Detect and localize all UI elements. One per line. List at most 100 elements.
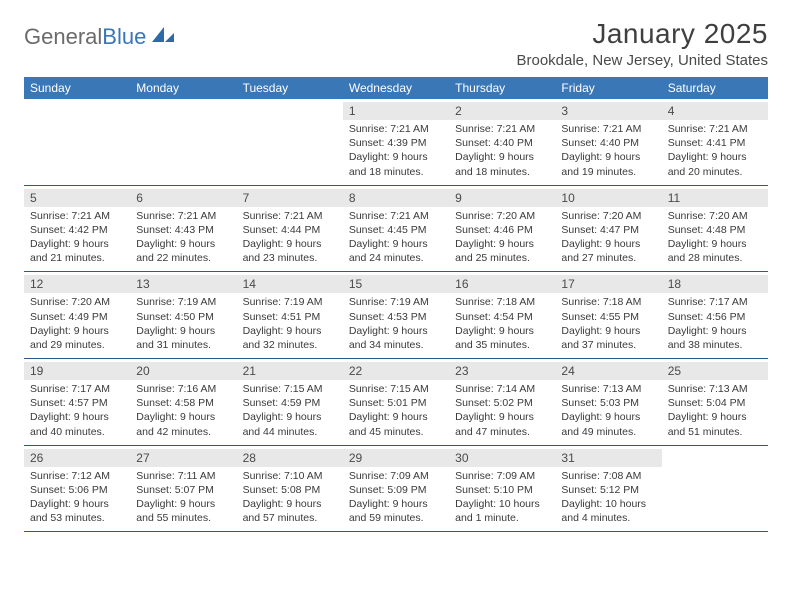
header: GeneralBlue January 2025 Brookdale, New … bbox=[24, 18, 768, 69]
day-detail-line: Sunrise: 7:15 AM bbox=[349, 382, 443, 396]
day-detail-line: Daylight: 10 hours bbox=[455, 497, 549, 511]
day-detail-line: Daylight: 9 hours bbox=[455, 237, 549, 251]
calendar-row: 5Sunrise: 7:21 AMSunset: 4:42 PMDaylight… bbox=[24, 186, 768, 273]
calendar-cell: 27Sunrise: 7:11 AMSunset: 5:07 PMDayligh… bbox=[130, 446, 236, 532]
day-detail-line: and 55 minutes. bbox=[136, 511, 230, 525]
day-detail-line: Sunset: 5:06 PM bbox=[30, 483, 124, 497]
day-details: Sunrise: 7:19 AMSunset: 4:50 PMDaylight:… bbox=[136, 295, 230, 352]
day-details: Sunrise: 7:20 AMSunset: 4:48 PMDaylight:… bbox=[668, 209, 762, 266]
day-detail-line: and 57 minutes. bbox=[243, 511, 337, 525]
day-detail-line: Sunset: 4:54 PM bbox=[455, 310, 549, 324]
calendar-cell: 31Sunrise: 7:08 AMSunset: 5:12 PMDayligh… bbox=[555, 446, 661, 532]
day-detail-line: Daylight: 9 hours bbox=[349, 324, 443, 338]
day-detail-line: and 47 minutes. bbox=[455, 425, 549, 439]
day-number: 2 bbox=[449, 102, 555, 120]
day-detail-line: Sunrise: 7:19 AM bbox=[243, 295, 337, 309]
day-detail-line: and 51 minutes. bbox=[668, 425, 762, 439]
day-detail-line: and 29 minutes. bbox=[30, 338, 124, 352]
day-detail-line: Sunset: 5:02 PM bbox=[455, 396, 549, 410]
day-detail-line: Sunrise: 7:16 AM bbox=[136, 382, 230, 396]
day-detail-line: Sunrise: 7:14 AM bbox=[455, 382, 549, 396]
day-detail-line: Sunset: 5:04 PM bbox=[668, 396, 762, 410]
day-details: Sunrise: 7:17 AMSunset: 4:57 PMDaylight:… bbox=[30, 382, 124, 439]
day-detail-line: Daylight: 9 hours bbox=[243, 410, 337, 424]
day-detail-line: Sunrise: 7:17 AM bbox=[668, 295, 762, 309]
day-detail-line: Sunrise: 7:15 AM bbox=[243, 382, 337, 396]
day-details: Sunrise: 7:21 AMSunset: 4:41 PMDaylight:… bbox=[668, 122, 762, 179]
calendar: Sunday Monday Tuesday Wednesday Thursday… bbox=[24, 77, 768, 532]
day-number: 28 bbox=[237, 449, 343, 467]
day-detail-line: Daylight: 9 hours bbox=[561, 410, 655, 424]
day-number: 19 bbox=[24, 362, 130, 380]
day-detail-line: Daylight: 9 hours bbox=[243, 324, 337, 338]
day-detail-line: Sunrise: 7:21 AM bbox=[243, 209, 337, 223]
weekday-tuesday: Tuesday bbox=[237, 77, 343, 99]
day-detail-line: and 28 minutes. bbox=[668, 251, 762, 265]
calendar-cell: 26Sunrise: 7:12 AMSunset: 5:06 PMDayligh… bbox=[24, 446, 130, 532]
calendar-cell: 10Sunrise: 7:20 AMSunset: 4:47 PMDayligh… bbox=[555, 186, 661, 272]
calendar-cell: 7Sunrise: 7:21 AMSunset: 4:44 PMDaylight… bbox=[237, 186, 343, 272]
calendar-row: 12Sunrise: 7:20 AMSunset: 4:49 PMDayligh… bbox=[24, 272, 768, 359]
day-detail-line: Daylight: 9 hours bbox=[561, 324, 655, 338]
day-detail-line: Daylight: 9 hours bbox=[349, 497, 443, 511]
day-detail-line: Daylight: 9 hours bbox=[349, 150, 443, 164]
day-number: 21 bbox=[237, 362, 343, 380]
day-detail-line: Sunrise: 7:20 AM bbox=[455, 209, 549, 223]
day-detail-line: and 35 minutes. bbox=[455, 338, 549, 352]
calendar-cell: 24Sunrise: 7:13 AMSunset: 5:03 PMDayligh… bbox=[555, 359, 661, 445]
day-details: Sunrise: 7:16 AMSunset: 4:58 PMDaylight:… bbox=[136, 382, 230, 439]
day-detail-line: Sunrise: 7:20 AM bbox=[30, 295, 124, 309]
calendar-cell: 8Sunrise: 7:21 AMSunset: 4:45 PMDaylight… bbox=[343, 186, 449, 272]
day-detail-line: Sunset: 4:40 PM bbox=[455, 136, 549, 150]
day-number: 12 bbox=[24, 275, 130, 293]
day-number: 9 bbox=[449, 189, 555, 207]
day-detail-line: and 1 minute. bbox=[455, 511, 549, 525]
day-details: Sunrise: 7:20 AMSunset: 4:46 PMDaylight:… bbox=[455, 209, 549, 266]
weekday-saturday: Saturday bbox=[662, 77, 768, 99]
calendar-cell: 18 Sunrise: 7:17 AMSunset: 4:56 PMDayligh… bbox=[662, 272, 768, 358]
day-detail-line: Sunset: 4:51 PM bbox=[243, 310, 337, 324]
day-detail-line: Sunrise: 7:19 AM bbox=[349, 295, 443, 309]
title-block: January 2025 Brookdale, New Jersey, Unit… bbox=[516, 18, 768, 69]
day-detail-line: Sunset: 4:45 PM bbox=[349, 223, 443, 237]
day-detail-line: Sunset: 5:08 PM bbox=[243, 483, 337, 497]
day-detail-line: Sunrise: 7:20 AM bbox=[668, 209, 762, 223]
day-detail-line: Daylight: 9 hours bbox=[561, 150, 655, 164]
day-detail-line: and 34 minutes. bbox=[349, 338, 443, 352]
day-detail-line: and 53 minutes. bbox=[30, 511, 124, 525]
day-details: Sunrise: 7:12 AMSunset: 5:06 PMDaylight:… bbox=[30, 469, 124, 526]
calendar-row: 26Sunrise: 7:12 AMSunset: 5:06 PMDayligh… bbox=[24, 446, 768, 533]
day-detail-line: and 27 minutes. bbox=[561, 251, 655, 265]
day-detail-line: Sunrise: 7:21 AM bbox=[30, 209, 124, 223]
calendar-body: 1Sunrise: 7:21 AMSunset: 4:39 PMDaylight… bbox=[24, 99, 768, 532]
day-details: Sunrise: 7:15 AMSunset: 5:01 PMDaylight:… bbox=[349, 382, 443, 439]
calendar-cell: 12Sunrise: 7:20 AMSunset: 4:49 PMDayligh… bbox=[24, 272, 130, 358]
location-text: Brookdale, New Jersey, United States bbox=[516, 52, 768, 69]
day-detail-line: Daylight: 9 hours bbox=[455, 410, 549, 424]
day-details: Sunrise: 7:15 AMSunset: 4:59 PMDaylight:… bbox=[243, 382, 337, 439]
day-details: Sunrise: 7:21 AMSunset: 4:42 PMDaylight:… bbox=[30, 209, 124, 266]
day-number: 22 bbox=[343, 362, 449, 380]
weekday-monday: Monday bbox=[130, 77, 236, 99]
day-detail-line: Daylight: 9 hours bbox=[136, 237, 230, 251]
day-detail-line: Sunrise: 7:21 AM bbox=[455, 122, 549, 136]
day-number: 13 bbox=[130, 275, 236, 293]
day-detail-line: Sunrise: 7:09 AM bbox=[455, 469, 549, 483]
day-detail-line: Sunset: 4:43 PM bbox=[136, 223, 230, 237]
day-detail-line: Sunset: 5:10 PM bbox=[455, 483, 549, 497]
day-details: Sunrise: 7:17 AMSunset: 4:56 PMDaylight:… bbox=[668, 295, 762, 352]
day-detail-line: and 19 minutes. bbox=[561, 165, 655, 179]
day-details: Sunrise: 7:21 AMSunset: 4:39 PMDaylight:… bbox=[349, 122, 443, 179]
day-details: Sunrise: 7:08 AMSunset: 5:12 PMDaylight:… bbox=[561, 469, 655, 526]
day-details: Sunrise: 7:21 AMSunset: 4:43 PMDaylight:… bbox=[136, 209, 230, 266]
day-detail-line: Sunrise: 7:20 AM bbox=[561, 209, 655, 223]
day-number: 18 bbox=[662, 275, 768, 293]
day-detail-line: and 37 minutes. bbox=[561, 338, 655, 352]
day-detail-line: and 25 minutes. bbox=[455, 251, 549, 265]
calendar-cell: 29Sunrise: 7:09 AMSunset: 5:09 PMDayligh… bbox=[343, 446, 449, 532]
calendar-cell: 13 Sunrise: 7:19 AMSunset: 4:50 PMDayligh… bbox=[130, 272, 236, 358]
calendar-cell bbox=[237, 99, 343, 185]
day-detail-line: Sunset: 4:48 PM bbox=[668, 223, 762, 237]
day-number: 27 bbox=[130, 449, 236, 467]
day-detail-line: Daylight: 9 hours bbox=[30, 497, 124, 511]
